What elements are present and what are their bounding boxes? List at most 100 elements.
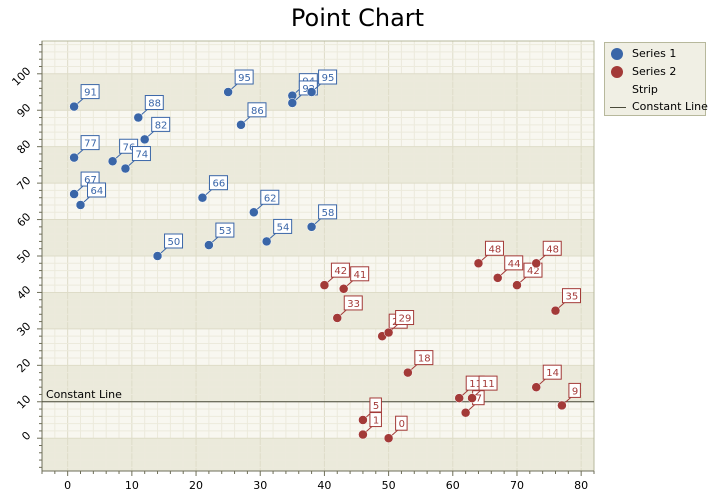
point-label-box [369,412,382,428]
point-label: 1 [373,416,379,427]
series-2-point [550,305,561,316]
point-label-box [247,102,267,118]
legend-label: Constant Line [632,100,708,113]
point-label-box [80,84,100,100]
point-label-box [80,135,100,151]
point-label-box [568,382,581,398]
point-label-box [151,116,171,132]
series-1-point [69,189,79,199]
point-label: 0 [399,419,405,430]
series-2-point [531,258,541,269]
series-2-point [403,367,413,378]
series-2-point [473,258,484,269]
point-label: 95 [238,73,251,84]
series-1-point [152,251,163,261]
series-1-point [107,156,118,167]
point-label: 11 [469,379,482,390]
point-label-box [260,189,280,205]
point-label-box [369,397,382,413]
series-2-point [460,407,471,418]
x-tick-label: 0 [64,479,71,492]
series-2-marker-icon [611,66,623,78]
point-label: 42 [334,266,347,277]
series-1-point [287,98,298,108]
constant-line-label: Constant Line [46,388,122,401]
point-label: 74 [135,150,148,161]
x-tick-label: 30 [253,479,267,492]
point-label-box [330,262,350,278]
point-label: 86 [251,106,264,117]
point-label-box [478,375,498,391]
series-1-point [261,236,272,247]
series-1-point [306,222,317,232]
strip-band [42,292,594,329]
point-label: 5 [373,401,379,412]
point-label: 66 [212,179,225,190]
legend-item-strip[interactable]: Strip [605,81,705,99]
point-label: 42 [527,266,540,277]
x-tick-label: 20 [189,479,203,492]
series-1-marker-icon [611,48,623,60]
point-label-box [234,69,254,85]
point-label-box [208,175,228,191]
series-2-point [358,415,368,425]
series-1-point [204,240,214,250]
point-label: 7 [476,394,482,405]
y-tick-label: 100 [9,65,33,89]
point-label-box [318,204,338,220]
legend-item-series-2[interactable]: Series 2 [605,63,705,81]
data-points: 9177676476748882506653958662549492955842… [69,69,581,443]
chart-title: Point Chart [290,4,425,32]
x-tick-label: 50 [382,479,396,492]
constant-line-group: Constant Line [42,388,594,403]
point-label-box [164,233,184,249]
series-1-point [223,87,233,97]
point-label: 48 [488,244,501,255]
legend-label: Strip [632,83,658,96]
y-tick-label: 10 [14,393,33,412]
series-1-point [133,112,144,123]
point-label-box [484,240,504,256]
series-1-point [120,163,131,174]
x-tick-label: 70 [510,479,524,492]
y-tick-label: 90 [14,101,33,120]
point-label: 29 [399,314,412,325]
y-tick-label: 70 [14,174,33,193]
point-label-box [350,266,370,282]
point-label-box [318,69,338,85]
constant-line-icon [610,107,626,108]
point-label-box [414,350,434,366]
series-1-point [75,200,86,210]
point-label: 44 [508,259,521,270]
y-tick-label: 30 [14,320,33,339]
x-tick-label: 10 [125,479,139,492]
series-2-point [383,327,394,338]
series-2-point [319,280,330,290]
series-2-point [338,284,349,294]
series-1-point [249,207,259,218]
series-1-point [69,152,79,163]
series-1-point [306,87,317,97]
point-label: 35 [565,292,578,303]
y-tick-label: 20 [14,356,33,375]
strip-band [42,73,594,111]
point-label: 62 [264,193,277,204]
series-2-point [383,433,394,443]
series-2-point [454,393,464,403]
y-tick-label: 80 [14,137,33,156]
strip-band [42,219,594,256]
point-label: 82 [155,120,168,131]
point-label-box [131,146,151,162]
strip-band [42,438,594,471]
point-label: 14 [546,368,559,379]
legend-item-series-1[interactable]: Series 1 [605,45,705,63]
legend-item-constant-line[interactable]: Constant Line [605,98,708,116]
legend-label: Series 1 [632,47,677,60]
point-label: 76 [123,142,136,153]
point-label: 77 [84,139,97,150]
series-1-point [197,192,208,203]
point-label-box [542,364,562,380]
series-2-point [512,280,522,290]
series-1-point [139,134,150,145]
